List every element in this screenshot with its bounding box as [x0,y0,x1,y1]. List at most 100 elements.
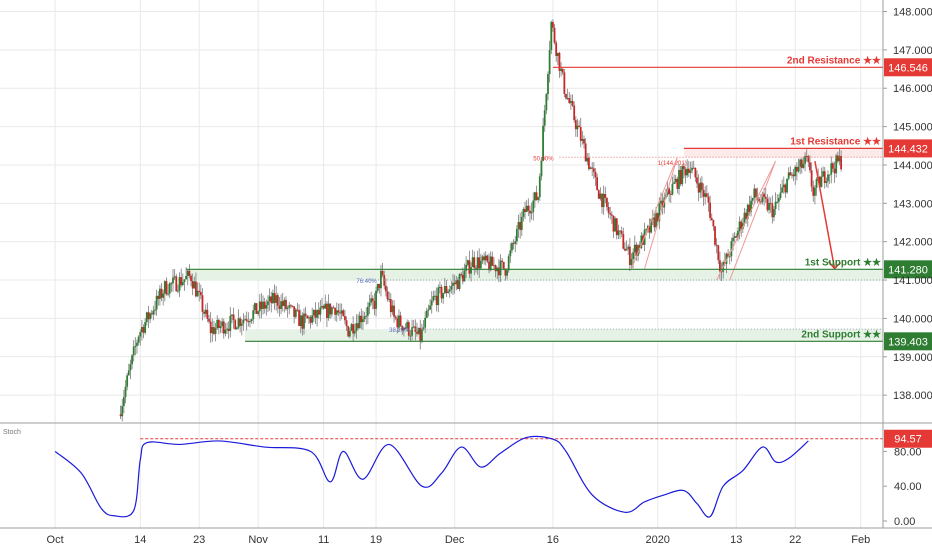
candle-body [515,228,518,242]
support-price-tag [884,260,932,279]
candle-body [199,291,202,296]
candle-body [425,310,428,318]
candle-body [687,168,690,173]
candle-body [697,183,700,193]
candle-body [286,307,289,310]
candle-body [550,21,553,51]
candle-body [378,283,381,289]
candle-body [638,245,641,249]
candle-body [175,276,178,292]
candle-body [635,244,638,256]
price-tick-label: 143.000 [893,198,932,210]
candle-body [512,243,515,245]
candle-body [493,265,495,267]
candle-body [417,327,420,334]
candle-body [180,277,183,286]
candle-body [773,209,775,218]
candle-body [651,217,654,220]
candle-body [612,215,615,232]
price-tick-label: 140.000 [893,313,932,325]
candle-body [304,313,307,316]
candle-body [406,322,409,329]
candle-body [283,299,286,306]
candle-body [727,253,730,258]
candle-body [461,274,464,282]
candle-body [530,211,533,214]
candle-body [566,98,569,100]
candle-body [216,319,219,329]
candle-body [704,193,707,197]
candle-body [784,184,787,193]
candle-body [820,176,823,188]
candle-body [650,219,653,233]
candle-body [632,252,635,260]
candle-body [275,295,278,303]
candle-body [753,188,756,198]
candle-body [799,159,802,167]
candle-body [122,397,125,406]
candle-body [140,327,143,333]
candle-body [473,257,476,268]
candle-body [609,213,612,215]
candle-body [235,327,238,330]
candle-body [448,289,451,292]
candle-body [502,261,505,269]
candle-body [255,303,258,314]
candle-body [288,305,291,308]
candle-body [329,303,332,315]
candle-body [681,166,684,185]
candle-body [678,170,680,189]
candle-body [466,260,469,265]
candle-body [522,208,525,217]
candle-body [234,320,237,330]
candle-body [330,307,333,315]
candle-body [416,331,418,334]
candle-body [628,246,631,266]
projection-triangle-2 [716,160,777,281]
candle-body [294,309,297,317]
candle-body [409,335,412,337]
candle-body [804,155,806,164]
candle-body [538,176,541,198]
candle-body [746,204,749,219]
candle-body [717,245,720,261]
resistance-zone-1 [683,148,883,158]
candle-body [527,205,530,211]
candle-body [679,170,682,185]
candle-body [316,310,318,318]
candle-body [358,315,361,329]
candle-body [633,244,636,253]
candle-body [221,321,224,327]
candle-body [209,321,212,334]
candle-body [291,305,294,307]
candle-body [132,346,135,356]
candle-body [450,285,453,290]
candle-body [828,174,831,176]
candle-body [152,310,155,315]
candle-body [761,193,764,202]
candle-body [599,193,602,199]
candle-body [517,222,520,229]
candle-body [825,181,828,183]
candle-body [129,364,132,371]
time-tick-label: Dec [445,534,465,546]
stoch-threshold-value: 94.57 [894,434,922,446]
candle-body [579,127,582,141]
fib-76-label: 76.40% [356,279,377,285]
candle-body [810,170,813,187]
candle-body [432,296,435,301]
candle-body [375,290,377,309]
time-tick-label: 22 [789,534,801,546]
candle-body [340,310,343,314]
candle-body [365,315,368,317]
candle-body [353,331,356,334]
candle-body [376,283,379,291]
support-zone-1 [186,269,884,281]
candle-body [676,178,679,189]
candle-body [787,172,790,179]
candle-body [290,305,292,307]
candle-body [306,315,309,319]
candle-body [345,320,348,327]
candle-body [229,315,232,331]
candle-body [823,171,826,183]
